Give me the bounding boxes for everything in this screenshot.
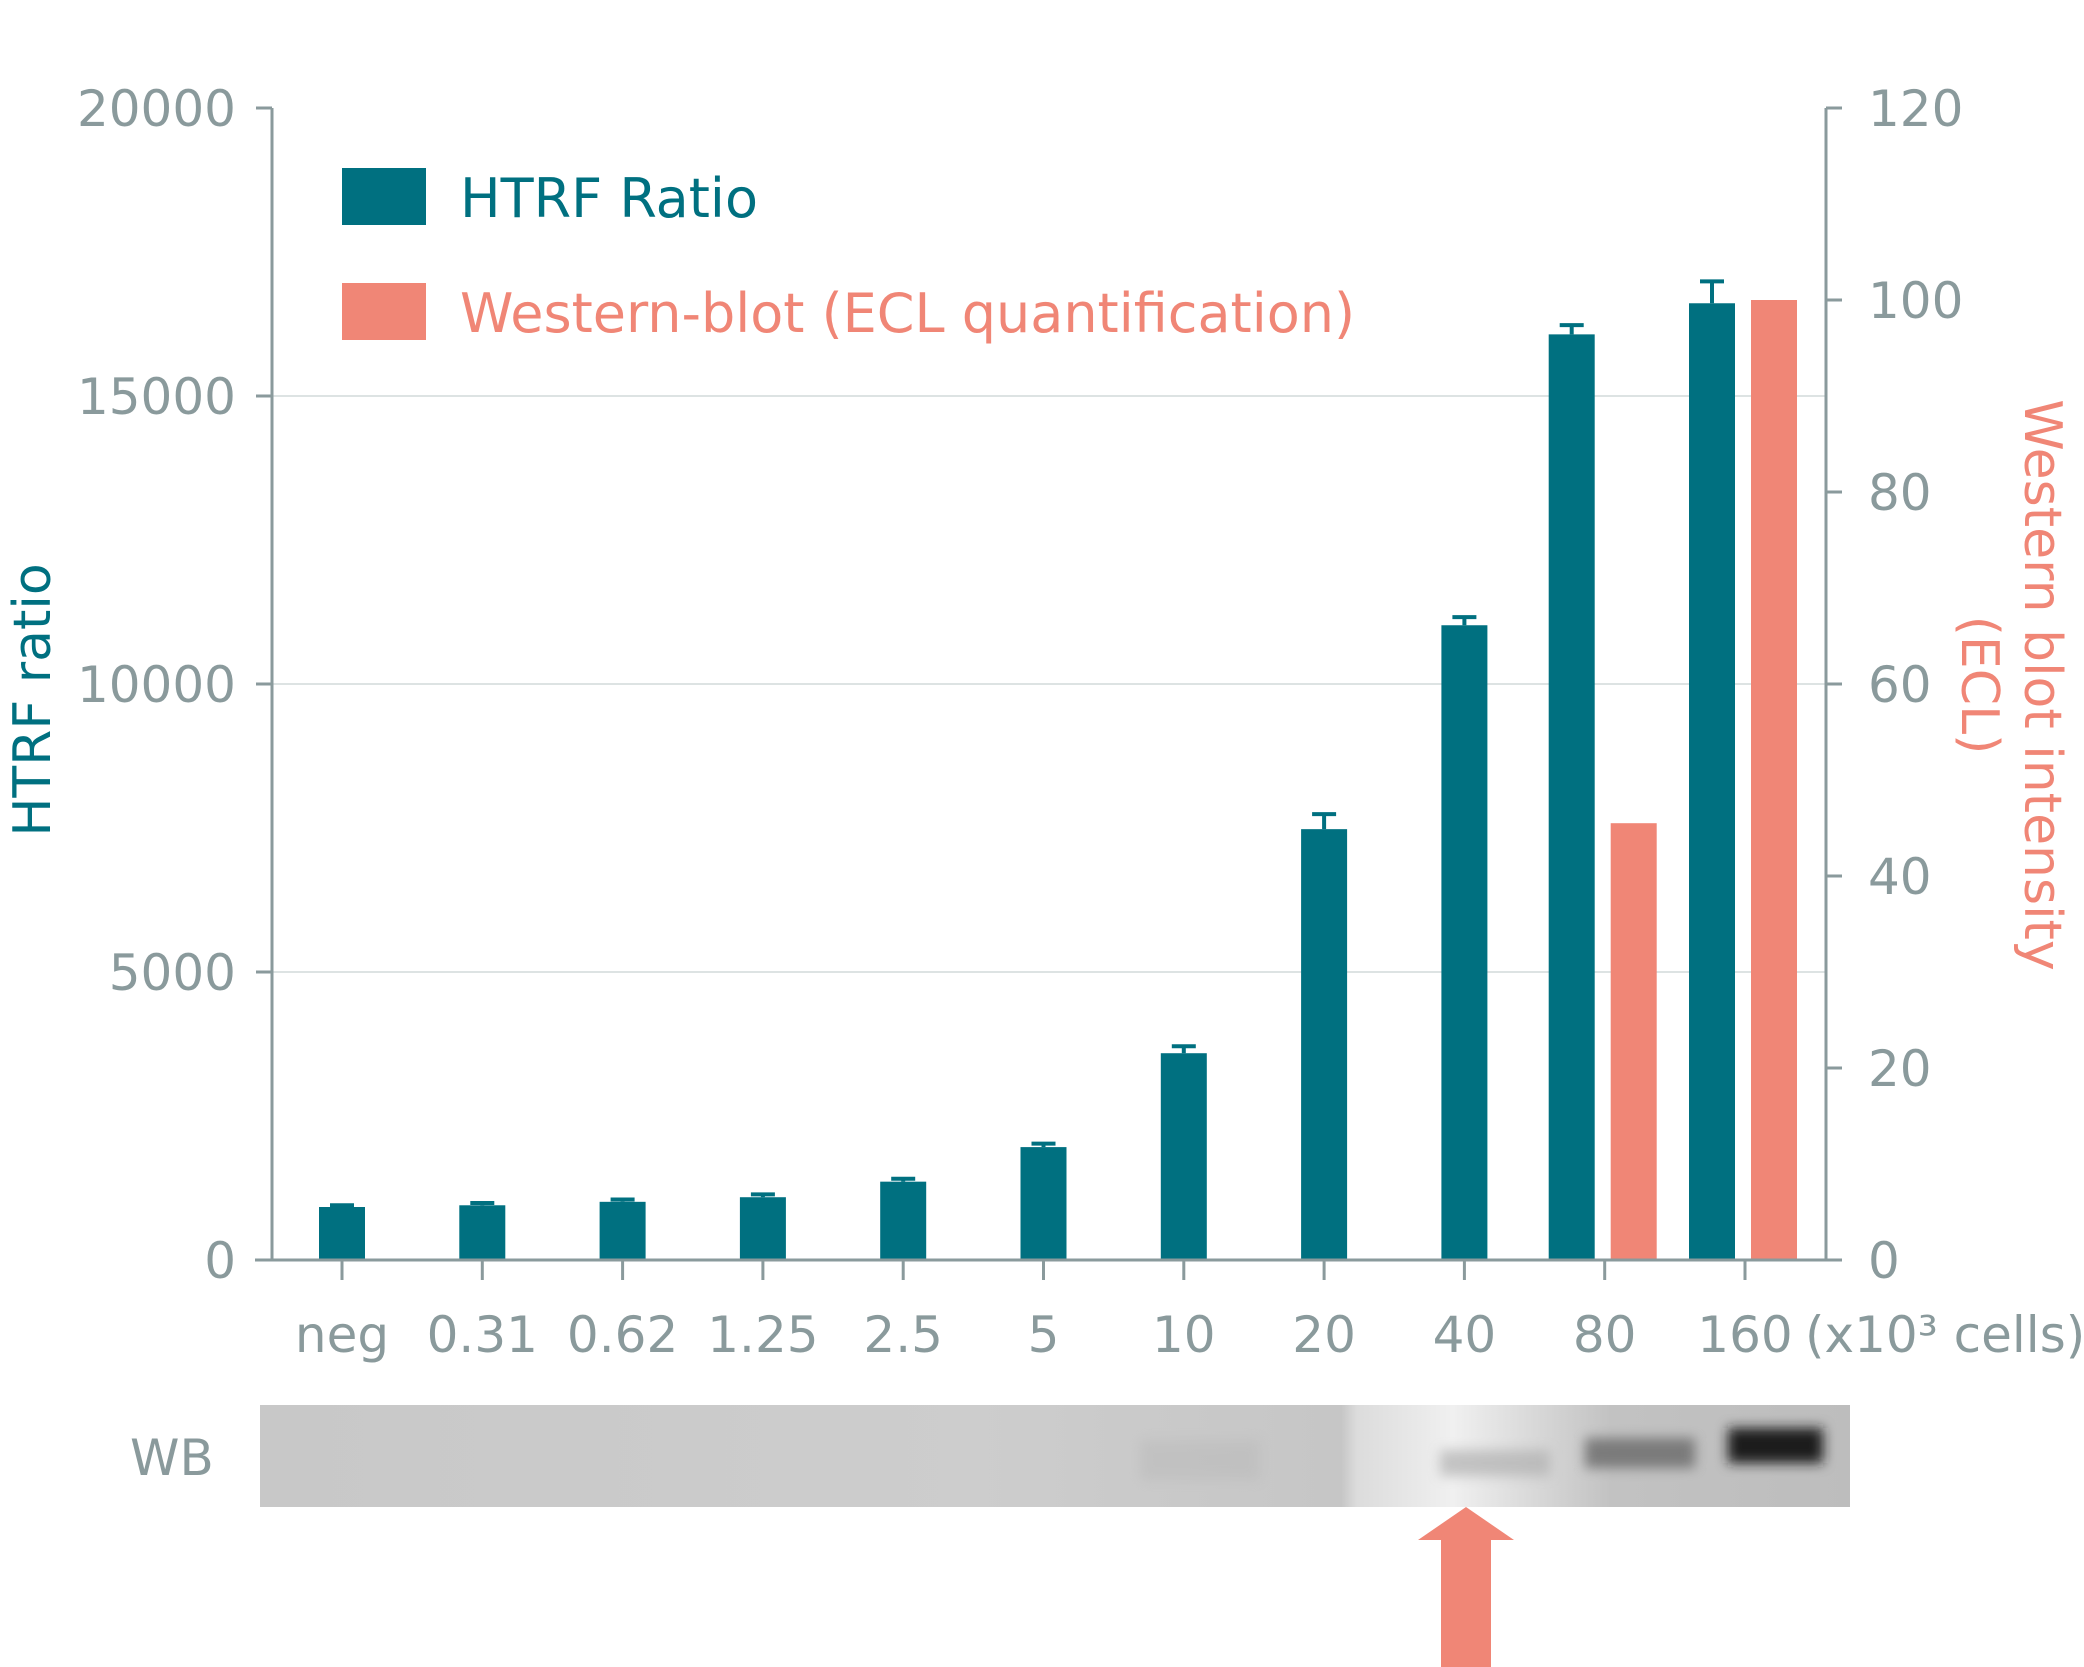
y-right-axis-title-line1: Western blot intensity [2012, 399, 2072, 970]
x-tick-label: 5 [1028, 1306, 1060, 1364]
x-tick-label: 80 [1573, 1306, 1637, 1364]
htrf-bar [1301, 829, 1348, 1260]
y-left-tick-label: 15000 [77, 368, 236, 426]
y-right-tick-label: 40 [1868, 848, 1932, 906]
legend-label-wb: Western-blot (ECL quantification) [460, 282, 1355, 345]
legend-swatch-wb [342, 283, 426, 340]
axes [255, 106, 1842, 1280]
x-tick-label: 0.62 [567, 1306, 678, 1364]
y-right-axis-title-line2: (ECL) [1949, 616, 2009, 755]
wb-bar [1610, 823, 1657, 1260]
htrf-bar [319, 1207, 365, 1260]
x-unit-label: (x10³ cells) [1805, 1306, 2084, 1364]
x-tick-label: 20 [1292, 1306, 1356, 1364]
htrf-bar [459, 1205, 506, 1260]
x-tick-label: 10 [1152, 1306, 1216, 1364]
legend-label-htrf: HTRF Ratio [460, 167, 758, 230]
wb-band-160 [1728, 1428, 1823, 1463]
western-blot-strip: WB [130, 1405, 1850, 1507]
detection-arrow-icon [1418, 1507, 1514, 1667]
x-tick-label: neg [295, 1306, 389, 1364]
htrf-bar [1689, 303, 1735, 1260]
wb-band-20 [1140, 1440, 1260, 1480]
wb-band-80 [1585, 1438, 1695, 1468]
y-left-tick-label: 5000 [109, 944, 236, 1002]
y-right-tick-label: 0 [1868, 1232, 1900, 1290]
x-tick-label: 40 [1433, 1306, 1497, 1364]
y-right-tick-label: 60 [1868, 656, 1932, 714]
x-tick-label: 2.5 [863, 1306, 943, 1364]
y-right-tick-label: 100 [1868, 272, 1963, 330]
htrf-bar [1160, 1053, 1207, 1260]
htrf-bar [1020, 1147, 1067, 1260]
y-right-tick-label: 20 [1868, 1040, 1932, 1098]
x-tick-label: 160 [1697, 1306, 1792, 1364]
x-tick-label: 1.25 [707, 1306, 818, 1364]
htrf-bar [739, 1197, 786, 1260]
y-left-axis-title: HTRF ratio [3, 563, 63, 836]
legend-swatch-htrf [342, 168, 426, 225]
y-right-tick-label: 120 [1868, 80, 1963, 138]
y-right-tick-label: 80 [1868, 464, 1932, 522]
wb-band-40 [1440, 1450, 1550, 1476]
wb-bar [1751, 300, 1797, 1260]
y-left-tick-label: 20000 [77, 80, 236, 138]
y-left-tick-label: 10000 [77, 656, 236, 714]
tick-labels: 0 5000 10000 15000 20000 0 20 40 60 80 100 120 neg 0.… [77, 80, 1964, 1364]
htrf-bar [599, 1201, 646, 1260]
bars [319, 279, 1797, 1260]
legend: HTRF Ratio Western-blot (ECL quantificat… [342, 167, 1355, 345]
htrf-bar [1441, 625, 1488, 1260]
htrf-bar [880, 1181, 927, 1260]
htrf-bar [1548, 334, 1595, 1260]
wb-label: WB [130, 1429, 214, 1487]
x-tick-label: 0.31 [427, 1306, 538, 1364]
y-left-tick-label: 0 [204, 1232, 236, 1290]
